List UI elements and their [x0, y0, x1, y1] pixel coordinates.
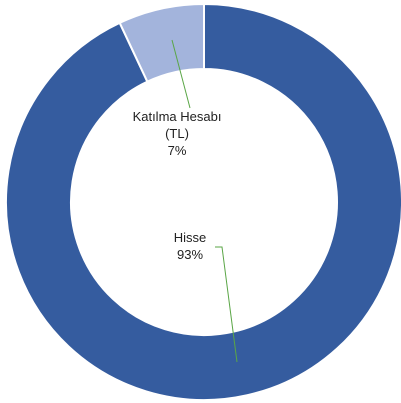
value-label: 93% [176, 247, 204, 262]
category-label: Katılma Hesabı (TL) [132, 109, 222, 141]
data-label: Katılma Hesabı (TL) 7% [132, 108, 222, 159]
category-label: Hisse [173, 230, 207, 245]
leader-line [171, 39, 191, 109]
leader-line [215, 246, 238, 363]
value-label: 7% [167, 143, 187, 158]
slice [118, 2, 205, 83]
slice [5, 2, 401, 401]
data-label: Hisse 93% [150, 229, 230, 263]
